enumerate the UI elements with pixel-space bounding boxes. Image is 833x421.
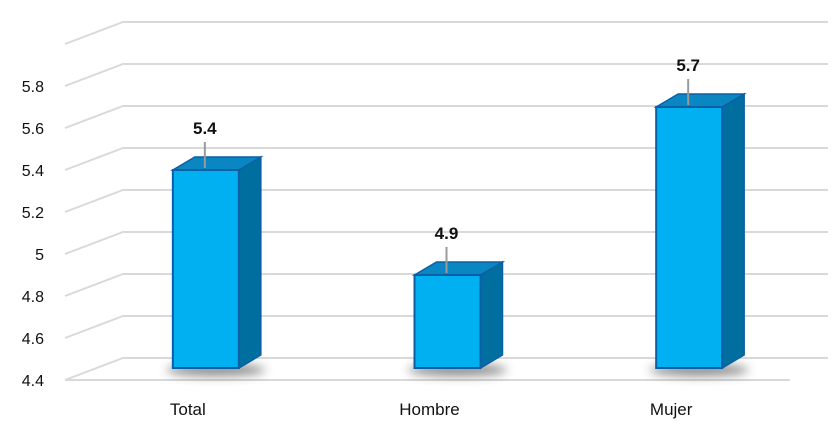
- data-label: 5.4: [193, 119, 217, 138]
- gridline: [64, 315, 828, 339]
- gridlines: [64, 21, 828, 381]
- gridline: [64, 273, 828, 297]
- y-axis-tick-labels: 4.4 4.6 4.8 5 5.2 5.4 5.6 5.8: [22, 79, 44, 390]
- bars: [166, 79, 749, 376]
- bar-hombre: [413, 274, 482, 369]
- bar-total: [171, 169, 240, 369]
- y-tick-label: 5.8: [22, 79, 44, 96]
- x-category-label: Mujer: [650, 400, 693, 419]
- x-category-label: Total: [170, 400, 206, 419]
- y-tick-label: 4.6: [22, 331, 44, 348]
- bar-side-face: [238, 155, 262, 370]
- data-label: 4.9: [435, 224, 459, 243]
- x-category-label: Hombre: [399, 400, 459, 419]
- gridline: [64, 21, 828, 45]
- gridline: [64, 231, 828, 255]
- gridline: [64, 357, 828, 381]
- bar-mujer: [655, 106, 724, 369]
- y-tick-label: 4.4: [22, 373, 44, 390]
- bar-side-face: [721, 92, 745, 370]
- y-tick-label: 4.8: [22, 289, 44, 306]
- data-labels: 5.4 4.9 5.7: [193, 56, 700, 243]
- x-axis-category-labels: Total Hombre Mujer: [170, 400, 693, 419]
- gridline: [64, 147, 828, 171]
- y-tick-label: 5: [35, 247, 44, 264]
- gridline: [64, 63, 828, 87]
- bar-side-face: [479, 260, 504, 370]
- gridline: [64, 189, 828, 213]
- y-tick-label: 5.2: [22, 205, 44, 222]
- y-tick-label: 5.6: [22, 121, 44, 138]
- y-tick-label: 5.4: [22, 163, 44, 180]
- gridline: [64, 105, 828, 129]
- data-label: 5.7: [676, 56, 700, 75]
